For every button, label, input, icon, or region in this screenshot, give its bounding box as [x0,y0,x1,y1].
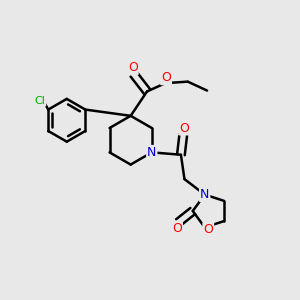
Text: Cl: Cl [34,96,45,106]
Text: O: O [161,71,171,84]
Text: O: O [128,61,138,74]
Text: O: O [172,222,182,235]
Text: N: N [200,188,209,201]
Text: O: O [203,223,213,236]
Text: O: O [179,122,189,134]
Text: N: N [147,146,157,159]
